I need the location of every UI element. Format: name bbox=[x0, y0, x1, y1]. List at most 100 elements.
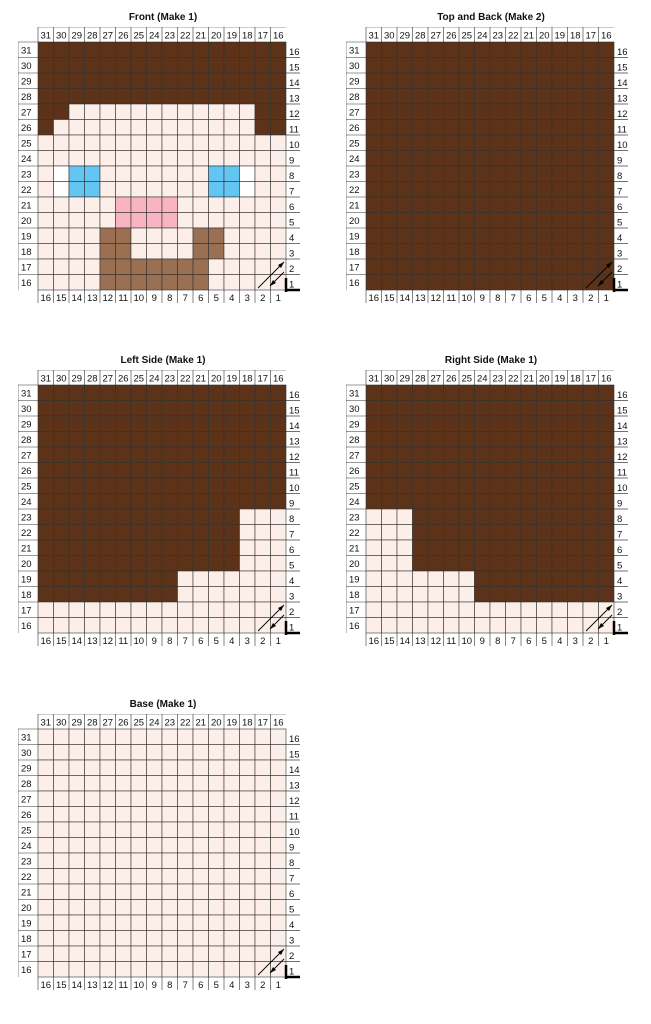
stitch-cell bbox=[208, 961, 225, 978]
bottom-stitch-label: 16 bbox=[368, 293, 379, 304]
stitch-cell bbox=[520, 57, 537, 74]
stitch-cell bbox=[254, 181, 271, 198]
arrow-head-icon bbox=[270, 967, 276, 973]
stitch-cell bbox=[567, 555, 584, 572]
right-row-label: 5 bbox=[289, 217, 294, 228]
stitch-cell bbox=[208, 400, 225, 417]
stitch-cell bbox=[239, 775, 256, 792]
stitch-cell bbox=[443, 431, 460, 448]
stitch-cell bbox=[239, 57, 256, 74]
stitch-cell bbox=[84, 539, 101, 556]
left-row-label: 23 bbox=[349, 512, 360, 523]
stitch-cell bbox=[99, 41, 116, 58]
stitch-cell bbox=[582, 196, 599, 213]
stitch-cell bbox=[99, 446, 116, 463]
stitch-cell bbox=[270, 400, 287, 417]
stitch-cell bbox=[37, 431, 54, 448]
stitch-cell bbox=[115, 181, 132, 198]
stitch-cell bbox=[427, 415, 444, 432]
stitch-cell bbox=[412, 243, 429, 260]
stitch-cell bbox=[208, 446, 225, 463]
stitch-cell bbox=[239, 852, 256, 869]
left-row-label: 31 bbox=[21, 388, 32, 399]
stitch-cell bbox=[84, 415, 101, 432]
stitch-cell bbox=[412, 539, 429, 556]
stitch-cell bbox=[427, 57, 444, 74]
stitch-cell bbox=[489, 524, 506, 541]
stitch-cell bbox=[223, 493, 240, 510]
stitch-cell bbox=[53, 899, 70, 916]
right-row-label: 10 bbox=[617, 140, 628, 151]
stitch-cell bbox=[37, 539, 54, 556]
right-row-label: 13 bbox=[289, 436, 300, 447]
left-row-label: 31 bbox=[349, 388, 360, 399]
stitch-cell bbox=[161, 555, 178, 572]
stitch-cell bbox=[115, 821, 132, 838]
stitch-cell bbox=[192, 243, 209, 260]
stitch-cell bbox=[84, 88, 101, 105]
stitch-cell bbox=[84, 868, 101, 885]
stitch-cell bbox=[223, 212, 240, 229]
stitch-cell bbox=[598, 524, 615, 541]
stitch-cell bbox=[99, 617, 116, 634]
stitch-cell bbox=[37, 165, 54, 182]
top-stitch-label: 30 bbox=[56, 718, 67, 729]
stitch-cell bbox=[37, 72, 54, 89]
stitch-cell bbox=[99, 539, 116, 556]
top-stitch-label: 22 bbox=[180, 718, 191, 729]
stitch-cell bbox=[84, 586, 101, 603]
stitch-cell bbox=[458, 415, 475, 432]
stitch-cell bbox=[474, 88, 491, 105]
stitch-cell bbox=[68, 914, 85, 931]
stitch-cell bbox=[270, 181, 287, 198]
stitch-cell bbox=[254, 196, 271, 213]
stitch-cell bbox=[567, 88, 584, 105]
stitch-cell bbox=[505, 415, 522, 432]
stitch-cell bbox=[443, 181, 460, 198]
stitch-cell bbox=[115, 415, 132, 432]
stitch-cell bbox=[239, 150, 256, 167]
stitch-cell bbox=[365, 601, 382, 618]
top-stitch-label: 29 bbox=[399, 31, 410, 42]
stitch-cell bbox=[489, 57, 506, 74]
stitch-cell bbox=[161, 274, 178, 291]
stitch-cell bbox=[239, 539, 256, 556]
stitch-cell bbox=[427, 274, 444, 291]
left-row-label: 26 bbox=[21, 466, 32, 477]
stitch-cell bbox=[598, 446, 615, 463]
stitch-cell bbox=[567, 400, 584, 417]
bottom-stitch-label: 5 bbox=[542, 636, 547, 647]
stitch-cell bbox=[474, 274, 491, 291]
stitch-cell bbox=[53, 961, 70, 978]
stitch-cell bbox=[223, 759, 240, 776]
stitch-cell bbox=[582, 103, 599, 120]
stitch-cell bbox=[68, 601, 85, 618]
left-row-label: 26 bbox=[21, 810, 32, 821]
stitch-cell bbox=[53, 759, 70, 776]
stitch-cell bbox=[177, 555, 194, 572]
stitch-cell bbox=[192, 539, 209, 556]
bottom-stitch-label: 15 bbox=[56, 293, 67, 304]
stitch-cell bbox=[254, 601, 271, 618]
stitch-cell bbox=[474, 493, 491, 510]
stitch-cell bbox=[208, 477, 225, 494]
bottom-stitch-label: 10 bbox=[133, 980, 144, 991]
stitch-cell bbox=[99, 790, 116, 807]
stitch-cell bbox=[84, 493, 101, 510]
stitch-cell bbox=[130, 477, 147, 494]
stitch-cell bbox=[99, 868, 116, 885]
stitch-cell bbox=[474, 103, 491, 120]
top-stitch-label: 24 bbox=[477, 31, 488, 42]
stitch-cell bbox=[223, 41, 240, 58]
top-stitch-label: 20 bbox=[211, 718, 222, 729]
stitch-cell bbox=[208, 227, 225, 244]
stitch-cell bbox=[146, 837, 163, 854]
stitch-cell bbox=[551, 477, 568, 494]
stitch-cell bbox=[536, 446, 553, 463]
stitch-cell bbox=[412, 72, 429, 89]
bottom-stitch-label: 16 bbox=[40, 636, 51, 647]
stitch-cell bbox=[37, 570, 54, 587]
arrow-head-icon bbox=[278, 949, 284, 955]
bottom-stitch-label: 1 bbox=[604, 636, 609, 647]
left-row-label: 30 bbox=[349, 404, 360, 415]
